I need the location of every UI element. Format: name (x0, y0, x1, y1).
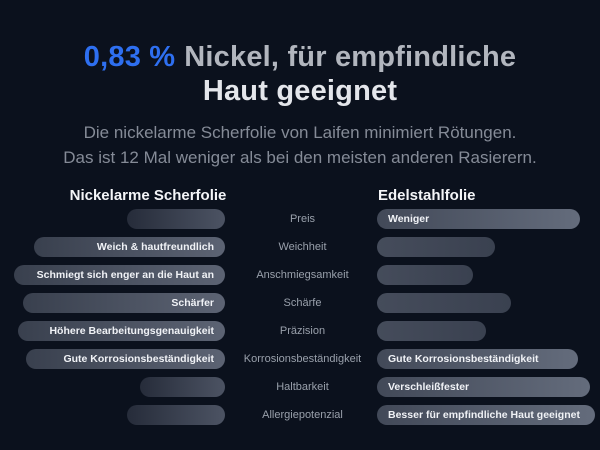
right-bar-1: Weniger (377, 209, 580, 229)
right-bar-8: Besser für empfindliche Haut geeignet (377, 405, 595, 425)
title-line1-rest: Nickel, für empfindliche (184, 41, 517, 73)
left-bar-6: Gute Korrosionsbeständigkeit (26, 349, 225, 369)
comparison-rows: Preis Weniger Weich & hautfreundlich Weichh… (0, 205, 600, 429)
category-label: Präzision (279, 325, 326, 337)
category-label: Allergiepotenzial (262, 409, 343, 421)
category-label: Schärfe (283, 297, 322, 309)
subtitle: Die nickelarme Scherfolie von Laifen min… (0, 120, 600, 170)
right-bar-3 (377, 265, 473, 285)
right-bar-5 (377, 321, 486, 341)
column-header-edelstahlfolie: Edelstahlfolie (378, 187, 476, 204)
subtitle-line2: Das ist 12 Mal weniger als bei den meist… (63, 148, 537, 167)
left-bar-8 (127, 405, 225, 425)
category-label: Haltbarkeit (276, 381, 329, 393)
comparison-row: Preis Weniger (0, 205, 600, 233)
comparison-row: Weich & hautfreundlich Weichheit (0, 233, 600, 261)
title-line2: Haut geeignet (202, 75, 398, 107)
category-label: Korrosionsbeständigkeit (243, 353, 362, 365)
left-bar-4: Schärfer (23, 293, 225, 313)
comparison-row: Schmiegt sich enger an die Haut an Anschm… (0, 261, 600, 289)
right-bar-4 (377, 293, 511, 313)
category-label: Preis (289, 213, 316, 225)
right-bar-2 (377, 237, 495, 257)
title-highlight-percentage: 0,83 % (83, 41, 176, 73)
comparison-row: Schärfer Schärfe (0, 289, 600, 317)
right-bar-7: Verschleißfester (377, 377, 590, 397)
column-header-nickelarme-scherfolie: Nickelarme Scherfolie (69, 187, 227, 204)
comparison-row: Höhere Bearbeitungsgenauigkeit Präzision (0, 317, 600, 345)
comparison-row: Haltbarkeit Verschleißfester (0, 373, 600, 401)
left-bar-1 (127, 209, 225, 229)
category-label: Anschmiegsamkeit (256, 269, 349, 281)
comparison-row: Allergiepotenzial Besser für empfindliche… (0, 401, 600, 429)
left-bar-2: Weich & hautfreundlich (34, 237, 225, 257)
left-bar-7 (140, 377, 225, 397)
subtitle-line1: Die nickelarme Scherfolie von Laifen min… (83, 123, 517, 142)
page-title: 0,83 % Nickel, für empfindliche Haut geei… (0, 40, 600, 108)
right-bar-6: Gute Korrosionsbeständigkeit (377, 349, 578, 369)
left-bar-5: Höhere Bearbeitungsgenauigkeit (18, 321, 225, 341)
left-bar-3: Schmiegt sich enger an die Haut an (14, 265, 225, 285)
comparison-row: Gute Korrosionsbeständigkeit Korrosionsbe… (0, 345, 600, 373)
category-label: Weichheit (278, 241, 327, 253)
